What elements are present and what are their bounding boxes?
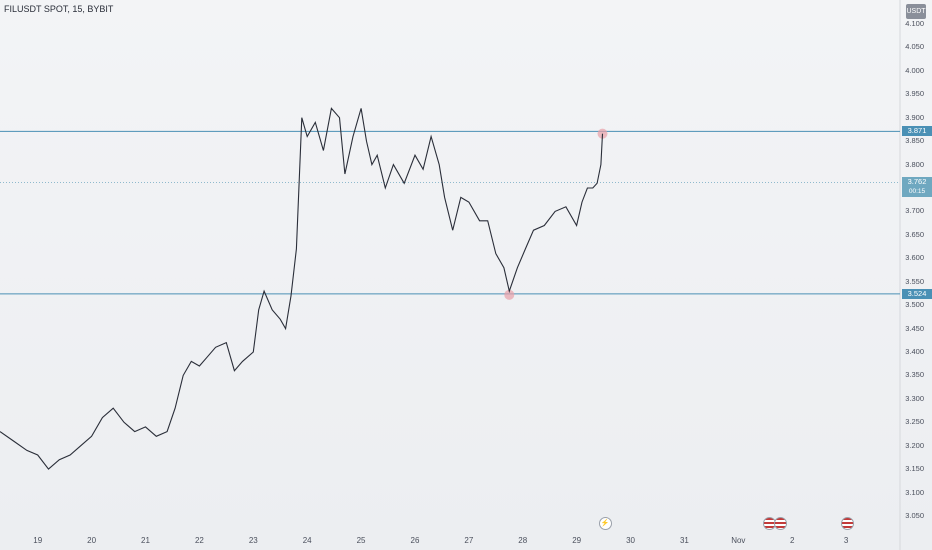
price-tick-label: 3.650 [905,229,924,239]
time-tick-label: 28 [518,536,528,545]
time-tick-label: 19 [33,536,43,545]
time-tick-label: 26 [410,536,420,545]
price-tick-label: 3.900 [905,112,924,122]
price-tick-label: 3.050 [905,510,924,520]
us-flag-event-icon[interactable] [773,517,787,530]
time-tick-label: 29 [572,536,582,545]
current-price-price-label: 3.762 [907,177,927,187]
highlight-marker-1[interactable] [504,289,515,300]
time-tick-label: 2 [789,536,795,545]
time-tick-label: Nov [731,536,746,545]
time-tick-label: 23 [248,536,258,545]
price-tick-label: 3.550 [905,276,924,286]
time-tick-label: 3 [843,536,849,545]
time-tick-label: 21 [141,536,150,545]
price-tick-label: 3.200 [905,440,924,450]
price-tick-label: 3.350 [905,370,924,380]
countdown-label: 00:15 [908,188,926,196]
time-tick-label: 24 [302,536,312,545]
time-tick-label: 27 [464,536,474,545]
price-tick-label: 3.950 [905,89,924,99]
us-flag-event-icon[interactable] [841,517,855,530]
price-tick-label: 4.000 [905,65,924,75]
lightning-event-icon[interactable]: ⚡ [598,517,612,530]
support-price-label: 3.524 [907,288,927,298]
support-price-tag[interactable]: 3.524 [902,288,932,299]
price-tick-label: 4.100 [905,19,924,29]
resistance-price-tag[interactable]: 3.871 [902,126,932,137]
price-series-line [0,107,604,470]
time-tick-label: 30 [626,536,635,545]
highlight-marker-0[interactable] [597,128,608,139]
time-tick-label: 22 [194,536,204,545]
price-tick-label: 3.600 [905,253,924,263]
price-tick-label: 3.150 [905,464,924,474]
time-tick-label: 20 [87,536,97,545]
price-tick-label: 3.250 [905,417,924,427]
price-tick-label: 3.100 [905,487,924,497]
resistance-price-label: 3.871 [907,126,927,136]
price-tick-label: 3.850 [905,136,924,146]
currency-badge[interactable]: USDT [906,4,926,19]
time-tick-label: 31 [679,536,689,545]
price-tick-label: 3.800 [905,159,924,169]
price-axis[interactable]: 4.1004.0504.0003.9503.9003.8503.8003.750… [900,0,932,550]
current-price-price-tag[interactable]: 3.762 00:15 [902,177,932,198]
price-tick-label: 3.300 [905,393,924,403]
price-tick-label: 3.500 [905,300,924,310]
price-tick-label: 3.400 [905,346,924,356]
time-tick-label: 25 [356,536,366,545]
price-tick-label: 3.700 [905,206,924,216]
price-tick-label: 4.050 [905,42,924,52]
time-axis[interactable]: 19 20 21 22 23 24 25 26 27 28 29 30 31 Nov 2 3 [0,532,900,550]
symbol-title[interactable]: FILUSDT SPOT, 15, BYBIT [4,4,114,14]
price-tick-label: 3.450 [905,323,924,333]
